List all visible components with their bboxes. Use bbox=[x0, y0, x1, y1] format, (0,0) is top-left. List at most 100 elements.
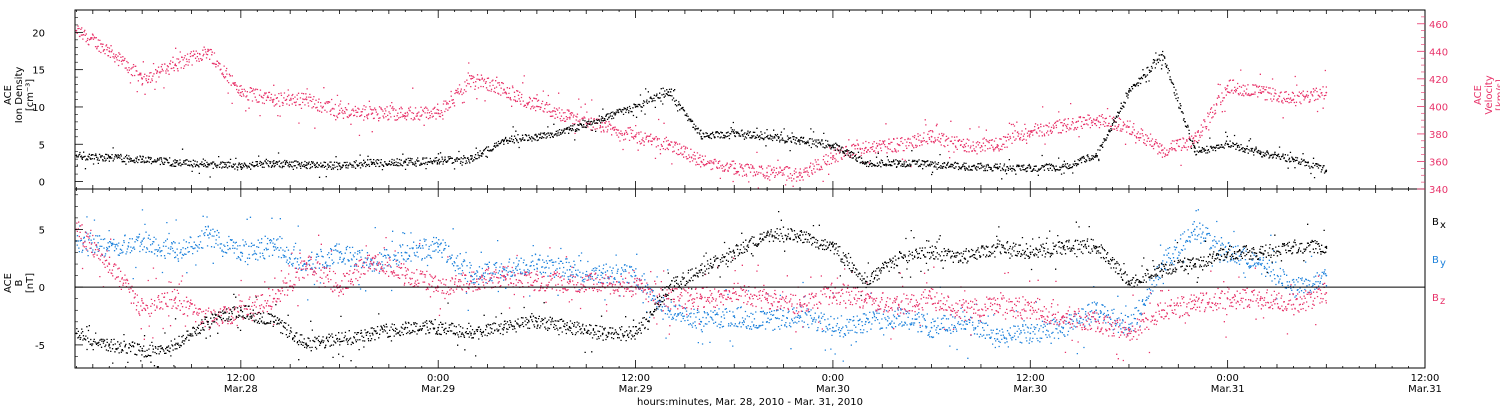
legend-by: B bbox=[1432, 255, 1439, 266]
y-tick-label: 5 bbox=[39, 225, 45, 236]
density-series-point bbox=[930, 163, 933, 166]
velocity-series-point bbox=[1226, 84, 1229, 87]
by-series-point bbox=[832, 326, 834, 329]
by-series-point bbox=[1095, 309, 1097, 312]
bz-series-point bbox=[1292, 303, 1295, 306]
velocity-series-point bbox=[239, 91, 242, 94]
velocity-series-point bbox=[470, 77, 472, 80]
bz-series-point bbox=[1161, 309, 1163, 312]
bz-series-point bbox=[1095, 320, 1097, 323]
bz-series-point bbox=[963, 309, 966, 312]
density-series-point bbox=[404, 161, 407, 164]
bx-series-point bbox=[371, 332, 374, 335]
by-series-scatter bbox=[76, 209, 1328, 362]
by-series-point bbox=[568, 268, 571, 271]
y-tick-label: 0 bbox=[39, 283, 45, 294]
bz-series-point bbox=[305, 263, 308, 265]
bx-series-point bbox=[338, 338, 341, 340]
b-axis-title-line: [nT] bbox=[25, 273, 36, 293]
bx-series bbox=[75, 210, 1328, 368]
x-tick-time: 12:00 bbox=[226, 373, 255, 384]
velocity-axis-title: ACE Velocity [km/s] bbox=[1473, 75, 1500, 114]
bx-series-point bbox=[634, 332, 637, 335]
by-series bbox=[75, 209, 1328, 362]
legend-bz: B bbox=[1432, 293, 1439, 304]
panel2-data bbox=[75, 209, 1328, 368]
b-axis-title-line: B bbox=[14, 279, 25, 286]
bz-series-point bbox=[864, 297, 867, 300]
bz-series-point bbox=[667, 297, 670, 300]
density-series-point bbox=[700, 135, 703, 138]
x-tick-time: 0:00 bbox=[427, 373, 449, 384]
density-series-point bbox=[1128, 91, 1130, 93]
y2-tick-label: 440 bbox=[1429, 47, 1448, 58]
density-series-point bbox=[75, 154, 78, 157]
velocity-series-point bbox=[766, 171, 768, 174]
x-tick-time: 0:00 bbox=[822, 373, 844, 384]
velocity-axis-title-line: [km/s] bbox=[1495, 79, 1500, 111]
density-axis-title-line: Ion Density bbox=[14, 67, 25, 124]
by-series-point bbox=[174, 251, 177, 254]
bx-series-point bbox=[437, 326, 440, 329]
density-series-point bbox=[305, 164, 308, 167]
density-series-point bbox=[799, 139, 801, 142]
x-tick-time: 12:00 bbox=[1016, 373, 1045, 384]
y2-tick-label: 460 bbox=[1429, 20, 1448, 31]
by-series-point bbox=[338, 251, 341, 254]
bz-series-point bbox=[1193, 303, 1196, 306]
y-tick-label: 0 bbox=[39, 178, 45, 189]
x-tick-date: Mar.31 bbox=[1408, 384, 1442, 395]
y2-tick-label: 420 bbox=[1429, 75, 1448, 86]
density-series bbox=[75, 50, 1328, 180]
velocity-series-point bbox=[568, 116, 571, 119]
bz-series-scatter bbox=[76, 221, 1327, 362]
bx-series-point bbox=[832, 245, 834, 248]
bx-series-point bbox=[404, 326, 407, 329]
velocity-series-point bbox=[799, 174, 801, 177]
labels: 12:00Mar.280:00Mar.2912:00Mar.290:00Mar.… bbox=[3, 20, 1500, 408]
bx-series-point bbox=[503, 326, 505, 329]
by-series-point bbox=[1029, 332, 1032, 335]
bz-series-point bbox=[174, 297, 177, 300]
y2-tick-label: 400 bbox=[1429, 102, 1448, 113]
y-tick-label: -5 bbox=[35, 341, 45, 352]
legend-sub: y bbox=[1440, 258, 1446, 269]
velocity-series bbox=[75, 25, 1328, 189]
density-series-point bbox=[963, 165, 966, 168]
x-axis-caption: hours:minutes, Mar. 28, 2010 - Mar. 31, … bbox=[637, 397, 863, 408]
x-tick-date: Mar.31 bbox=[1211, 384, 1245, 395]
bz-series-point bbox=[1259, 297, 1262, 300]
bz-series-point bbox=[1325, 292, 1328, 294]
bz-series-point bbox=[766, 297, 768, 300]
velocity-series-point bbox=[601, 126, 604, 128]
velocity-series-point bbox=[1193, 139, 1196, 142]
density-series-point bbox=[437, 159, 440, 162]
x-tick-date: Mar.30 bbox=[816, 384, 850, 395]
b-axis-title: ACE B [nT] bbox=[3, 273, 36, 293]
x-tick-time: 12:00 bbox=[1411, 373, 1440, 384]
velocity-axis-title-line: ACE bbox=[1473, 85, 1484, 105]
by-series-point bbox=[930, 326, 933, 329]
velocity-series-scatter bbox=[76, 25, 1327, 189]
by-series-point bbox=[141, 240, 144, 242]
y-tick-label: 15 bbox=[32, 66, 45, 77]
velocity-series-point bbox=[963, 144, 966, 146]
by-series-point bbox=[1193, 228, 1196, 231]
bx-series-point bbox=[470, 332, 472, 335]
x-tick-date: Mar.29 bbox=[619, 384, 653, 395]
y2-tick-label: 340 bbox=[1429, 185, 1448, 196]
bz-series-point bbox=[1128, 332, 1130, 335]
velocity-series-point bbox=[1325, 91, 1328, 94]
y-tick-label: 10 bbox=[32, 103, 45, 114]
density-axis-title: ACE Ion Density [cm⁻³] bbox=[3, 67, 36, 124]
by-series-point bbox=[207, 234, 209, 237]
by-series-point bbox=[864, 320, 867, 323]
bz-series bbox=[75, 221, 1328, 362]
by-series-point bbox=[1128, 326, 1130, 329]
legend-sub: z bbox=[1440, 296, 1445, 307]
y2-tick-label: 360 bbox=[1429, 157, 1448, 168]
velocity-axis-title-line: Velocity bbox=[1484, 75, 1495, 114]
y-tick-label: 5 bbox=[39, 140, 45, 151]
x-tick-date: Mar.30 bbox=[1013, 384, 1047, 395]
